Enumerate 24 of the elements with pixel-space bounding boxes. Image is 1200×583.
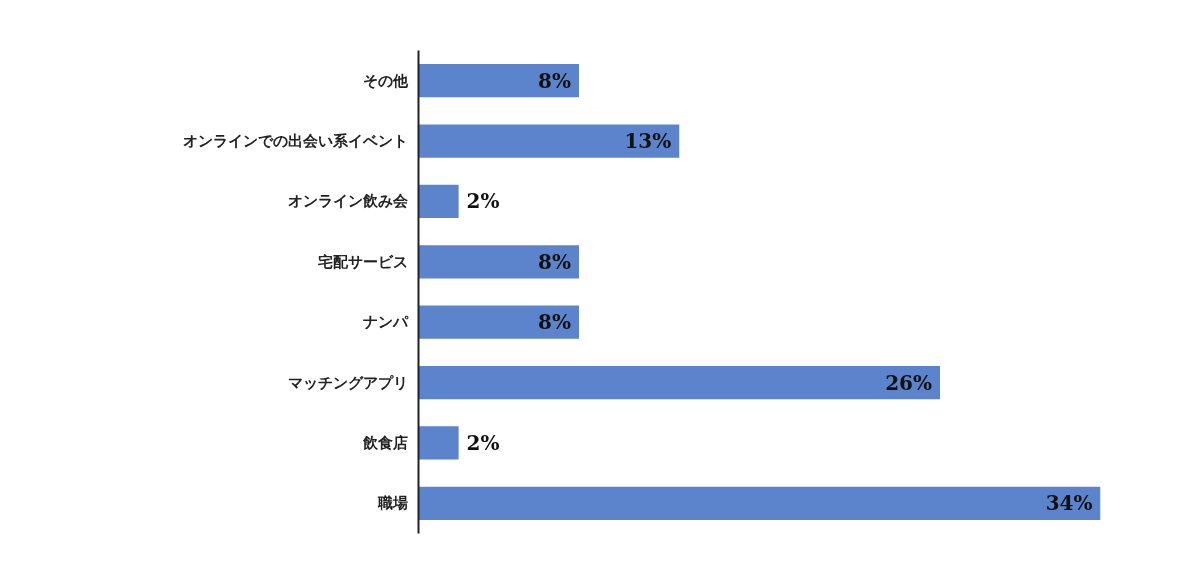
bar	[418, 245, 579, 279]
bar	[418, 365, 941, 400]
y-tick-label: ナンパ	[362, 313, 409, 332]
y-tick-label: マッチングアプリ	[287, 373, 408, 392]
y-tick-label: オンラインでの出会い系イベント	[182, 132, 408, 151]
bar	[418, 124, 680, 158]
data-label: 13%	[624, 129, 672, 154]
y-tick-label: その他	[362, 71, 409, 90]
data-label: 34%	[1045, 491, 1093, 516]
y-tick-label: 宅配サービス	[317, 252, 408, 271]
y-tick-label: 飲食店	[361, 433, 408, 452]
data-label: 8%	[538, 249, 571, 274]
bar	[418, 486, 1101, 520]
data-label: 8%	[538, 68, 571, 93]
bar	[418, 426, 459, 460]
data-label: 26%	[885, 370, 933, 395]
data-label: 8%	[538, 310, 571, 335]
y-tick-label: 職場	[376, 494, 408, 513]
y-tick-label: オンライン飲み会	[287, 192, 409, 211]
data-label: 2%	[466, 189, 500, 214]
bar	[418, 184, 459, 219]
bar	[418, 64, 579, 98]
bar	[418, 305, 579, 339]
data-label: 2%	[466, 430, 500, 455]
